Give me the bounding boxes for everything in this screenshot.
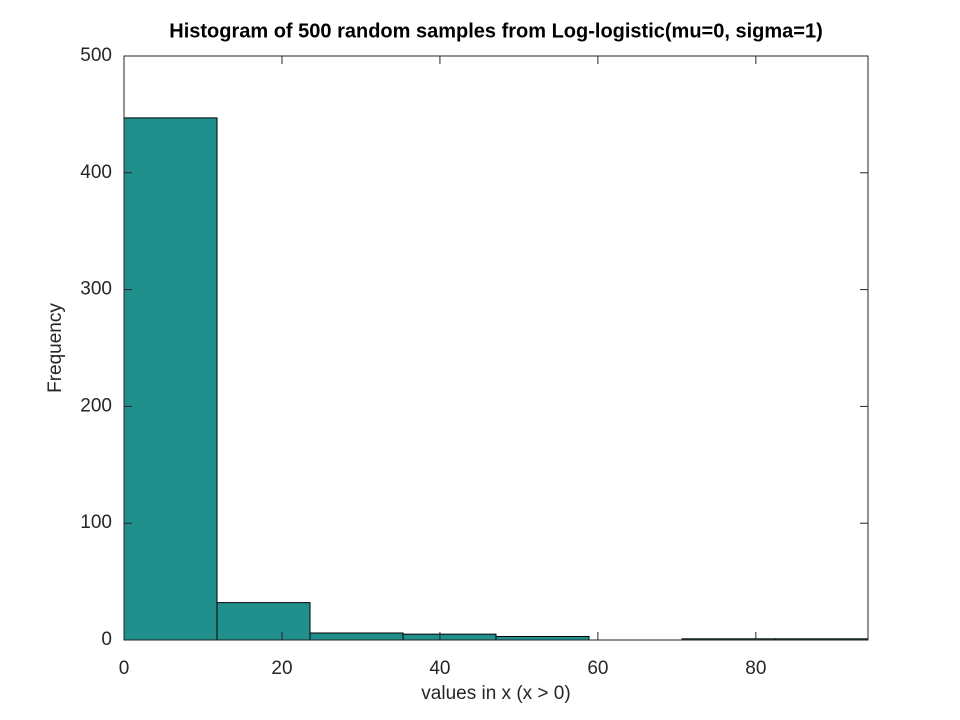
y-axis-label: Frequency <box>45 303 66 393</box>
y-tick-label: 500 <box>80 45 112 66</box>
bar <box>495 635 590 641</box>
y-tick-label: 100 <box>80 512 112 533</box>
y-tick-label: 300 <box>80 279 112 300</box>
x-tick-label: 60 <box>587 658 608 679</box>
x-tick-label: 80 <box>745 658 766 679</box>
bar <box>216 602 311 641</box>
chart-title: Histogram of 500 random samples from Log… <box>169 20 823 42</box>
y-tick-label: 0 <box>101 629 112 650</box>
x-tick-label: 40 <box>429 658 450 679</box>
x-axis-label: values in x (x > 0) <box>421 683 570 704</box>
axes-box <box>123 55 869 641</box>
x-tick-label: 20 <box>271 658 292 679</box>
x-tick-label: 0 <box>119 658 130 679</box>
plot-area <box>124 56 868 640</box>
bar <box>309 632 404 641</box>
y-tick-label: 200 <box>80 395 112 416</box>
bar <box>402 633 497 641</box>
bar <box>123 117 218 641</box>
y-tick-label: 400 <box>80 162 112 183</box>
